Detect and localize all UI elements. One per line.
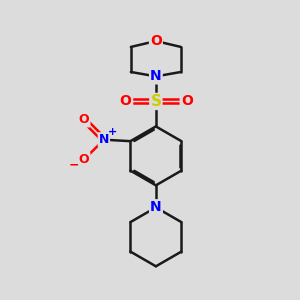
Text: O: O <box>181 94 193 108</box>
Text: N: N <box>150 200 162 214</box>
Text: N: N <box>150 200 162 214</box>
Text: N: N <box>150 69 162 83</box>
Text: O: O <box>79 153 89 166</box>
Text: O: O <box>119 94 131 108</box>
Text: S: S <box>150 94 161 109</box>
Text: N: N <box>99 133 109 146</box>
Text: O: O <box>79 113 89 127</box>
Text: O: O <box>150 34 162 48</box>
Text: −: − <box>69 158 80 171</box>
Text: +: + <box>107 127 117 137</box>
